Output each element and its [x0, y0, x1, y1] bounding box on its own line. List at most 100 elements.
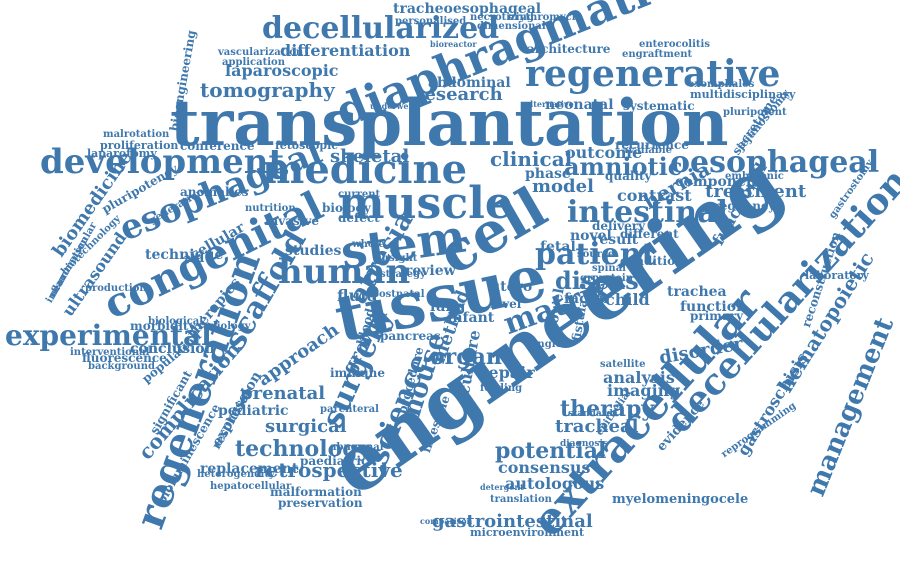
word-biological: biological	[148, 316, 204, 327]
word-standard: standard	[568, 409, 613, 419]
word-potential: potential	[495, 438, 607, 464]
word-fetoscopic: fetoscopic	[275, 139, 338, 152]
word-review: review	[405, 263, 456, 279]
word-malformation: malformation	[270, 485, 362, 499]
word-component: component	[675, 174, 763, 190]
word-experimental: experimental	[5, 319, 212, 352]
word-bioreactor: bioreactor	[430, 39, 477, 49]
word-single: single	[528, 339, 562, 350]
word-laboratory: laboratory	[805, 269, 869, 282]
word-defect: defect	[338, 211, 380, 225]
word-laparoscopic: laparoscopic	[225, 61, 339, 80]
word-heterogeneity: heterogeneity	[197, 469, 275, 480]
word-model: model	[532, 176, 594, 197]
word-technique: technique	[145, 247, 224, 263]
word-fetal: fetal	[540, 239, 576, 255]
word-application: application	[222, 57, 285, 68]
word-decellularized: decellularized	[262, 11, 500, 46]
word-delivery: delivery	[592, 219, 646, 233]
word-invasive: invasive	[265, 214, 319, 228]
word-abdominal: abdominal	[428, 75, 511, 91]
word-organ: organ	[430, 344, 502, 370]
word-outcome: outcome	[565, 143, 643, 162]
word-laparotomy: laparotomy	[87, 147, 157, 160]
word-disease: disease	[555, 266, 655, 295]
word-strategy: strategy	[380, 269, 426, 280]
word-conference: conference	[180, 139, 255, 153]
word-differentiation: differentiation	[280, 41, 411, 60]
word-multidisciplinary: multidisciplinary	[690, 88, 796, 101]
word-microenvironment: microenvironment	[470, 526, 585, 539]
word-pregnancy: pregnancy	[705, 199, 776, 213]
word-treatment: treatment	[705, 181, 807, 202]
word-contrast: contrast	[617, 186, 692, 205]
word-technology: technology	[235, 436, 371, 462]
word-research: research	[415, 84, 503, 105]
word-current: current	[338, 189, 381, 200]
word-human: human	[278, 252, 411, 292]
word-diagnosis: diagnosis	[560, 439, 608, 449]
word-feeding: feeding	[480, 383, 523, 394]
word-consensus: consensus	[498, 458, 591, 477]
word-recurrence: recurrence	[615, 138, 689, 152]
word-underwent: underwent	[370, 101, 419, 111]
word-oesophageal: oesophageal	[670, 145, 880, 180]
word-regenerative: regenerative	[525, 53, 781, 95]
word-different: different	[620, 227, 679, 241]
word-therapy: therapy	[560, 396, 655, 422]
word-myelomeningocele: myelomeningocele	[612, 492, 749, 507]
word-fluorescence: fluorescence	[82, 351, 167, 365]
word-exomphalos: exomphalos	[688, 79, 755, 90]
word-comparison: comparison	[420, 516, 473, 526]
word-prenatal: prenatal	[240, 383, 326, 404]
word-muscle: muscle	[338, 178, 513, 229]
word-preservation: preservation	[278, 496, 363, 510]
word-development: development	[40, 142, 285, 182]
word-translation: translation	[490, 494, 552, 505]
word-child: child	[605, 290, 650, 309]
word-novel: novel	[570, 228, 612, 244]
word-protein: protein	[592, 273, 633, 284]
word-pancreas: pancreas	[380, 329, 441, 343]
word-conclusion: conclusion	[130, 341, 215, 357]
word-function: function	[680, 299, 747, 315]
word-phase: phase	[525, 166, 571, 182]
word-medicine: medicine	[262, 146, 468, 193]
word-production: production	[85, 283, 147, 294]
word-erythromycin: erythromycin	[508, 12, 583, 23]
word-imaging: imaging	[607, 381, 681, 400]
word-pluripotent: pluripotent	[723, 107, 787, 118]
word-patient: patient	[535, 237, 656, 272]
word-personalised: personalised	[395, 16, 467, 27]
word-hepatocellular: hepatocellular	[210, 481, 292, 492]
word-proliferation: proliferation	[100, 139, 179, 152]
word-primary: primary	[690, 309, 744, 323]
word-dimensional: dimensional	[477, 21, 546, 32]
word-tracheal: tracheal	[555, 416, 639, 437]
word-immune: immune	[330, 366, 386, 380]
word-biology: biology	[322, 201, 371, 215]
word-tracheoesophageal: tracheoesophageal	[393, 1, 542, 17]
word-fluid: fluid	[337, 286, 378, 305]
word-skeletal: skeletal	[330, 146, 410, 167]
word-utero: utero	[490, 279, 533, 295]
word-autologous: autologous	[505, 474, 605, 493]
word-conclusion: conclusion	[130, 341, 215, 357]
word-necrotizing: necrotizing	[470, 12, 534, 23]
word-morbidity: morbidity	[130, 319, 196, 333]
word-embryonic: embryonic	[725, 171, 784, 182]
word-alternative: alternative	[525, 99, 574, 109]
word-factor: factor	[564, 291, 611, 307]
word-enterocolitis: enterocolitis	[639, 39, 710, 50]
word-group: group	[580, 273, 614, 284]
word-studies: studies	[285, 243, 342, 259]
word-replacement: replacement	[200, 461, 299, 477]
word-amniotic: amniotic	[564, 152, 683, 181]
word-interventional: interventional	[70, 347, 150, 358]
word-quality: quality	[605, 169, 652, 183]
word-available: available	[622, 145, 672, 156]
word-insight: insight	[378, 253, 418, 264]
word-engraftment: engraftment	[622, 49, 693, 60]
word-tomography: tomography	[200, 78, 335, 102]
